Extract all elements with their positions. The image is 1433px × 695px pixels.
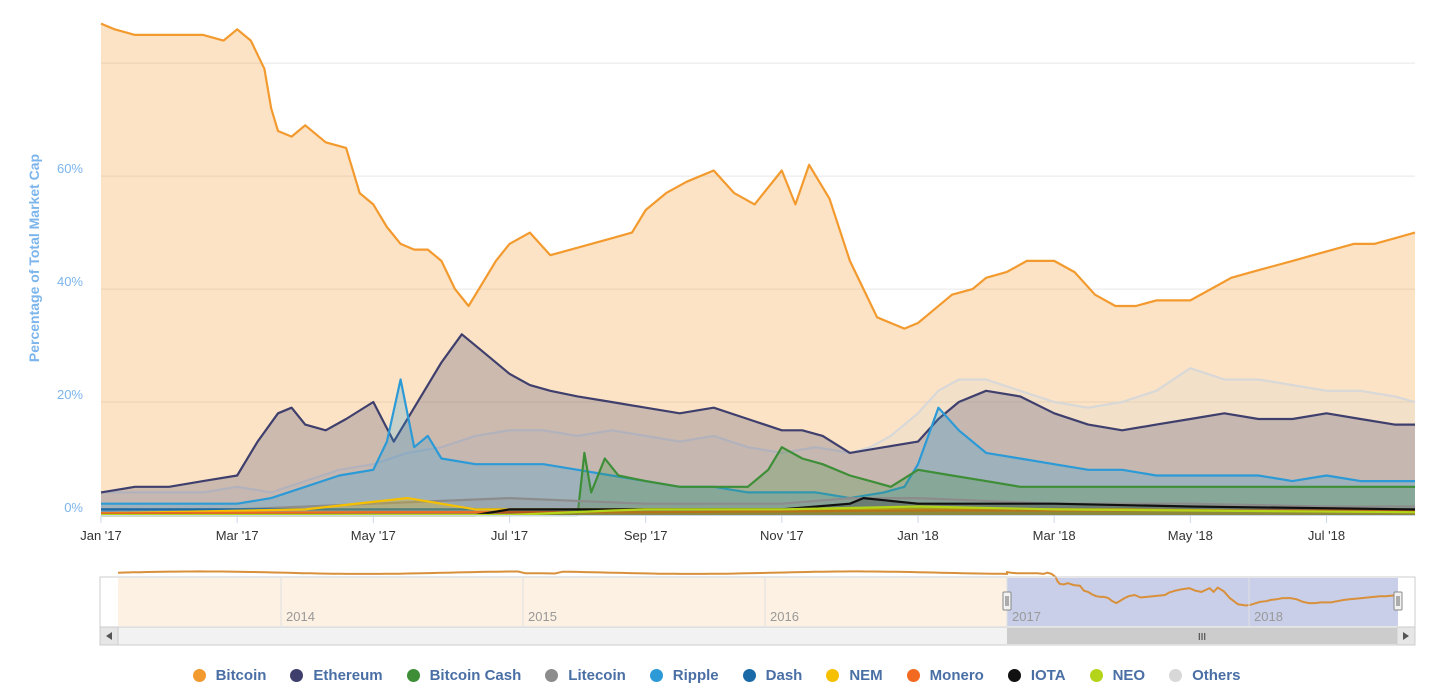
navigator-bitcoin-line [117, 570, 1399, 607]
navigator-tick-label: 2016 [770, 609, 799, 624]
ripple-line[interactable] [101, 378, 1415, 505]
y-tick-label: 60% [57, 161, 83, 176]
legend-label: Litecoin [568, 666, 626, 684]
legend-item-ripple[interactable]: Ripple [649, 666, 719, 684]
neo-line[interactable] [101, 505, 1416, 517]
legend-marker-icon [1089, 668, 1103, 682]
scroll-thumb[interactable] [1007, 628, 1398, 644]
x-tick-label: Jul '17 [491, 528, 528, 543]
legend-label: Monero [929, 666, 984, 684]
legend-label: Bitcoin Cash [429, 666, 522, 684]
neo-area [101, 506, 1415, 515]
navigator-tick-label: 2014 [286, 609, 315, 624]
arrow-left-icon [106, 632, 112, 640]
series-group [100, 22, 1416, 517]
x-tick-label: May '18 [1168, 528, 1213, 543]
legend-item-iota[interactable]: IOTA [1007, 666, 1066, 684]
x-axis: Jan '17 Mar '17 May '17 Jul '17 Sep '17 Nov '… [80, 515, 1415, 543]
ethereum-line[interactable] [100, 333, 1415, 494]
navigator-left-handle[interactable] [1002, 591, 1012, 611]
iota-area [101, 498, 1415, 515]
legend-item-bitcoin[interactable]: Bitcoin [192, 666, 267, 684]
navigator[interactable]: 2014 2015 2016 2017 2018 [99, 570, 1416, 628]
legend-label: Others [1192, 666, 1241, 684]
navigator-right-handle[interactable] [1393, 591, 1403, 611]
y-tick-label: 0% [64, 500, 83, 515]
scrollbar[interactable]: III [99, 626, 1416, 646]
iota-line[interactable] [101, 497, 1416, 517]
navigator-tick-label: 2015 [528, 609, 557, 624]
y-tick-label: 20% [57, 387, 83, 402]
bitcoin-line[interactable] [100, 22, 1416, 330]
x-tick-label: Mar '18 [1033, 528, 1076, 543]
legend-item-dash[interactable]: Dash [742, 666, 803, 684]
navigator-selection[interactable] [1007, 578, 1398, 626]
legend-label: NEM [849, 666, 883, 684]
others-area [101, 368, 1415, 515]
legend-label: NEO [1112, 666, 1146, 684]
bitcoin-cash-area [101, 447, 1415, 515]
navigator-ticks: 2014 2015 2016 2017 2018 [280, 578, 1283, 626]
legend-marker-icon [649, 668, 663, 682]
x-tick-label: Mar '17 [216, 528, 259, 543]
chart-legend: Bitcoin Ethereum Bitcoin Cash Litecoin Rippl… [0, 662, 1433, 688]
monero-area [101, 510, 1415, 515]
legend-marker-icon [906, 668, 920, 682]
legend-item-nem[interactable]: NEM [826, 666, 883, 684]
arrow-right-icon [1403, 632, 1409, 640]
legend-label: IOTA [1030, 666, 1066, 684]
legend-label: Ripple [672, 666, 719, 684]
bitcoin-cash-line[interactable] [101, 446, 1415, 517]
legend-item-ethereum[interactable]: Ethereum [290, 666, 383, 684]
navigator-tick-label: 2018 [1254, 609, 1283, 624]
legend-marker-icon [1169, 668, 1183, 682]
legend-marker-icon [742, 668, 756, 682]
legend-marker-icon [290, 668, 304, 682]
legend-item-others[interactable]: Others [1169, 667, 1240, 684]
legend-label: Ethereum [313, 666, 383, 684]
legend-marker-icon [826, 668, 840, 682]
chart-canvas: Jan '17 Mar '17 May '17 Jul '17 Sep '17 Nov '… [26, 22, 1416, 646]
x-tick-label: Jan '18 [897, 528, 939, 543]
x-tick-label: May '17 [351, 528, 396, 543]
ripple-area [101, 379, 1415, 515]
legend-marker-icon [192, 668, 206, 682]
scroll-thumb-grip: III [1198, 632, 1206, 643]
legend-item-litecoin[interactable]: Litecoin [545, 667, 626, 684]
y-tick-label: 40% [57, 274, 83, 289]
others-line[interactable] [101, 367, 1416, 494]
x-tick-label: Nov '17 [760, 528, 804, 543]
bitcoin-area [101, 23, 1415, 515]
legend-item-bitcoin-cash[interactable]: Bitcoin Cash [406, 666, 522, 684]
legend-item-neo[interactable]: NEO [1089, 666, 1146, 684]
y-axis: 0% 20% 40% 60% [57, 161, 83, 515]
navigator-tick-label: 2017 [1012, 609, 1041, 624]
legend-marker-icon [406, 668, 420, 682]
x-tick-label: Sep '17 [624, 528, 668, 543]
legend-marker-icon [1007, 668, 1021, 682]
legend-label: Dash [765, 666, 803, 684]
legend-item-monero[interactable]: Monero [906, 666, 984, 684]
x-tick-label: Jul '18 [1308, 528, 1345, 543]
legend-label: Bitcoin [215, 666, 267, 684]
x-tick-label: Jan '17 [80, 528, 122, 543]
legend-marker-icon [545, 668, 559, 682]
y-axis-title: Percentage of Total Market Cap [26, 154, 42, 362]
